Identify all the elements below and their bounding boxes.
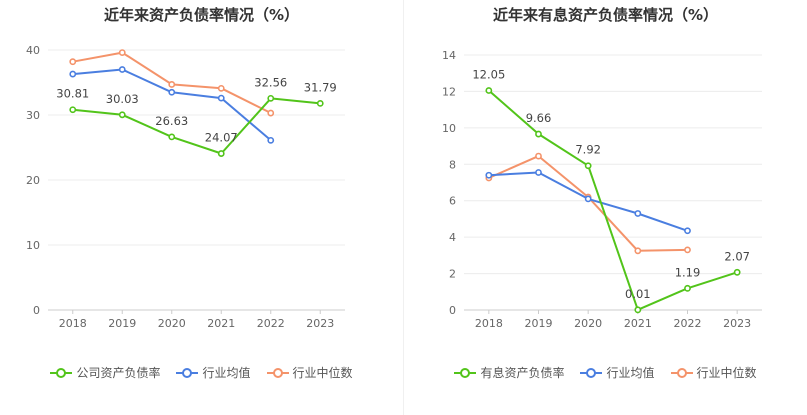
legend-line-icon-orange — [670, 367, 693, 378]
chart-legend: 公司资产负债率 行业均值 行业中位数 — [0, 364, 403, 381]
series-line — [488, 155, 688, 252]
y-tick-label: 12 — [442, 85, 456, 98]
data-point — [485, 87, 493, 94]
legend-label: 公司资产负债率 — [76, 366, 161, 380]
x-tick-label: 2023 — [306, 317, 334, 330]
data-label: 31.79 — [304, 80, 337, 94]
legend-label: 行业均值 — [202, 366, 251, 380]
x-tick-label: 2023 — [723, 317, 751, 330]
y-tick-label: 4 — [449, 231, 456, 244]
y-tick-label: 10 — [26, 239, 40, 252]
legend-line-icon-green — [50, 367, 73, 378]
chart-panel-debt-ratio: 近年来资产负债率情况（%） 0 10 20 30 40 2018 2019 2020 2021 2… — [0, 0, 403, 415]
y-tick-label: 8 — [449, 158, 456, 171]
data-label: 1.19 — [675, 265, 701, 279]
chart-legend: 有息资产负债率 行业均值 行业中位数 — [404, 364, 807, 381]
y-tick-label: 0 — [449, 304, 456, 317]
legend-item-industry-mean[interactable]: 行业均值 — [176, 364, 251, 381]
data-point — [267, 94, 275, 102]
data-point — [168, 88, 176, 96]
data-label: 24.07 — [205, 131, 238, 145]
x-tick-label: 2018 — [475, 317, 503, 330]
x-tick-label: 2019 — [108, 317, 136, 330]
chart-title: 近年来有息资产负债率情况（%） — [492, 6, 719, 24]
chart-title: 近年来资产负债率情况（%） — [103, 6, 300, 24]
data-point — [733, 268, 741, 276]
legend-item-company[interactable]: 有息资产负债率 — [454, 364, 564, 381]
data-point — [634, 306, 642, 314]
data-point — [684, 284, 691, 292]
legend-label: 有息资产负债率 — [480, 366, 565, 380]
data-point — [118, 66, 126, 73]
series-line — [72, 97, 321, 155]
legend-line-icon-blue — [176, 367, 199, 378]
chart-panel-interest-debt-ratio: 近年来有息资产负债率情况（%） 0 2 4 6 8 10 12 14 2018 2019 2020 2… — [404, 0, 807, 415]
y-tick-label: 30 — [26, 109, 40, 122]
legend-label: 行业中位数 — [292, 366, 353, 380]
data-label: 12.05 — [472, 68, 505, 82]
data-point — [535, 152, 542, 160]
data-label: 0.01 — [625, 287, 651, 301]
x-tick-label: 2021 — [624, 317, 652, 330]
data-label: 30.03 — [106, 92, 139, 106]
data-label: 9.66 — [526, 111, 552, 125]
y-tick-label: 14 — [442, 49, 456, 62]
x-tick-label: 2019 — [525, 317, 553, 330]
data-point — [267, 109, 275, 117]
line-chart-debt-ratio: 0 10 20 30 40 2018 2019 2020 2021 2022 2023 30.81 30… — [26, 44, 345, 330]
series-line — [72, 68, 272, 142]
x-tick-label: 2020 — [158, 317, 186, 330]
data-label: 7.92 — [575, 143, 601, 157]
x-tick-label: 2018 — [59, 317, 87, 330]
x-tick-label: 2020 — [574, 317, 602, 330]
legend-line-icon-green — [454, 367, 477, 378]
legend-label: 行业均值 — [606, 366, 655, 380]
data-point — [684, 227, 691, 235]
data-point — [217, 94, 225, 102]
legend-item-industry-median[interactable]: 行业中位数 — [266, 364, 353, 381]
data-point — [217, 84, 225, 92]
series-line — [488, 89, 738, 311]
panel-divider — [403, 0, 404, 415]
data-point — [485, 171, 493, 179]
y-tick-label: 2 — [449, 268, 456, 281]
data-label: 30.81 — [56, 87, 89, 101]
data-label: 32.56 — [254, 75, 287, 89]
data-point — [118, 111, 126, 119]
y-tick-label: 20 — [26, 174, 40, 187]
legend-item-company[interactable]: 公司资产负债率 — [50, 364, 160, 381]
data-point — [634, 210, 642, 217]
data-point — [535, 169, 542, 176]
data-point — [168, 81, 176, 88]
data-point — [217, 150, 225, 157]
data-point — [69, 58, 77, 66]
legend-label: 行业中位数 — [696, 366, 757, 380]
data-label: 2.07 — [724, 249, 750, 263]
y-tick-label: 0 — [33, 304, 40, 317]
data-label: 26.63 — [155, 114, 188, 128]
data-point — [584, 162, 592, 170]
data-point — [584, 195, 592, 203]
legend-item-industry-median[interactable]: 行业中位数 — [670, 364, 757, 381]
legend-item-industry-mean[interactable]: 行业均值 — [580, 364, 655, 381]
y-tick-label: 6 — [449, 195, 456, 208]
x-tick-label: 2022 — [257, 317, 285, 330]
data-point — [69, 70, 77, 78]
data-point — [535, 130, 542, 138]
data-point — [69, 106, 77, 114]
x-tick-label: 2022 — [674, 317, 702, 330]
data-point — [316, 99, 324, 107]
y-tick-label: 10 — [442, 122, 456, 135]
data-point — [634, 247, 642, 255]
legend-line-icon-orange — [266, 367, 289, 378]
x-tick-label: 2021 — [207, 317, 235, 330]
data-point — [118, 49, 126, 56]
data-point — [684, 246, 691, 254]
line-chart-interest-debt-ratio: 0 2 4 6 8 10 12 14 2018 2019 2020 2021 2022 2023 12.05… — [442, 49, 762, 330]
data-point — [168, 133, 176, 141]
y-tick-label: 40 — [26, 44, 40, 57]
legend-line-icon-blue — [580, 367, 603, 378]
data-point — [267, 136, 275, 144]
